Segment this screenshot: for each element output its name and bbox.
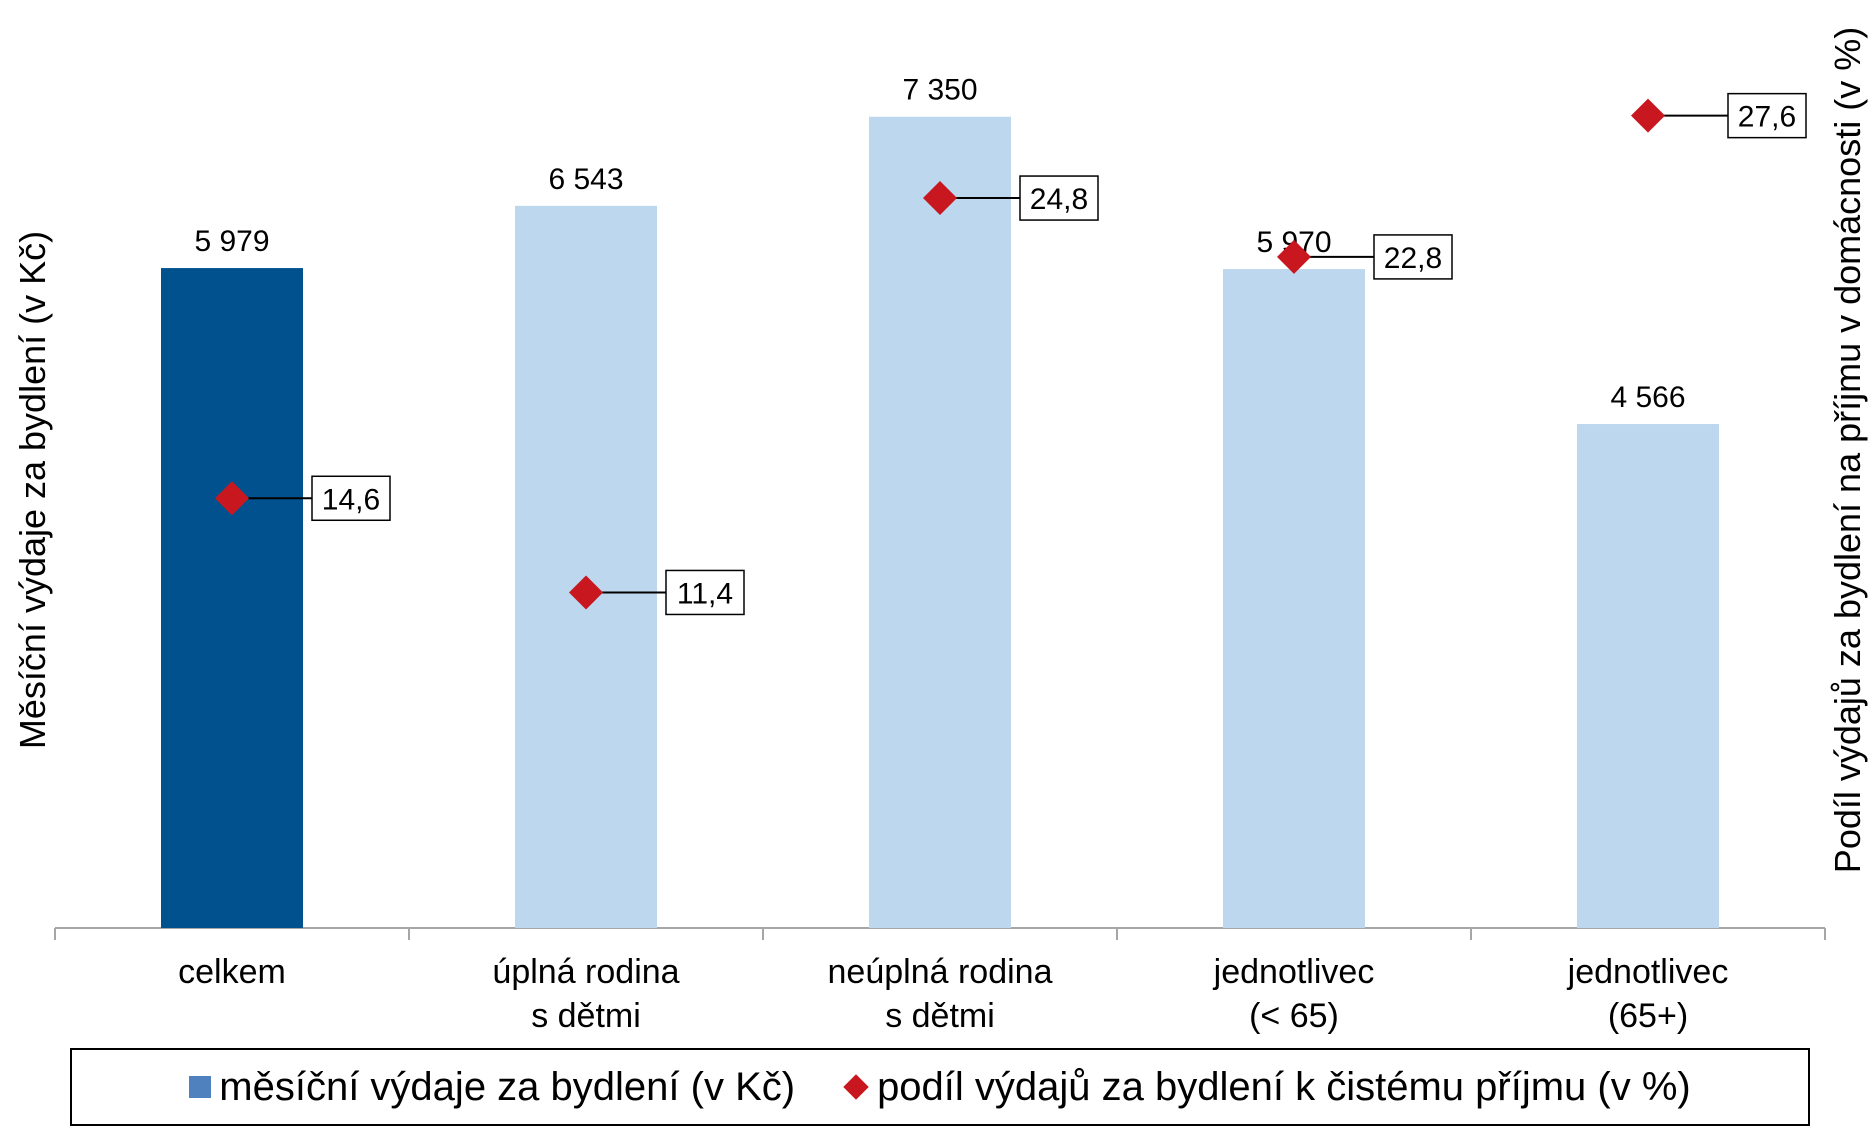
x-tick-label: (< 65): [1249, 997, 1339, 1035]
diamond-marker: [1631, 98, 1665, 133]
marker-data-label: 14,6: [322, 483, 380, 516]
diamond-marker: [215, 481, 249, 516]
marker-label-box: [1019, 175, 1099, 221]
bar-series: [161, 116, 1719, 928]
legend-bar-swatch: [189, 1076, 212, 1098]
bar: [869, 116, 1011, 928]
diamond-marker: [1277, 239, 1311, 274]
x-tick-label: jednotlivec: [1567, 953, 1729, 991]
legend-bar-label: měsíční výdaje za bydlení (v Kč): [219, 1064, 796, 1109]
legend-item-bar[interactable]: měsíční výdaje za bydlení (v Kč): [189, 1065, 795, 1110]
x-tick-label: jednotlivec: [1213, 953, 1375, 991]
marker-series: 14,6 11,4 24,8 22,8 27,6: [215, 92, 1807, 616]
x-tick-label: (65+): [1608, 997, 1688, 1035]
x-tick-label: s dětmi: [531, 997, 641, 1035]
legend: měsíční výdaje za bydlení (v Kč) podíl v…: [70, 1048, 1810, 1126]
x-tick-label: neúplná rodina: [828, 953, 1053, 991]
x-tick-labels: celkem úplná rodina s dětmi neúplná rodina s…: [178, 953, 1728, 1035]
bar-data-label: 5 979: [194, 225, 269, 258]
x-tick-label: celkem: [178, 953, 286, 991]
bar-data-label: 6 543: [548, 163, 623, 196]
y2-axis-label: Podíl výdajů za bydlení na příjmu v domá…: [1827, 27, 1868, 873]
diamond-marker: [569, 575, 603, 610]
bar-data-label: 7 350: [902, 74, 977, 107]
marker-data-label: 24,8: [1030, 183, 1088, 216]
x-tick-label: úplná rodina: [492, 953, 679, 991]
diamond-marker: [923, 181, 957, 216]
y-axis-label: Měsíční výdaje za bydlení (v Kč): [12, 231, 53, 749]
bar: [1223, 269, 1365, 928]
bar: [1577, 424, 1719, 928]
marker-label-box: [311, 475, 391, 522]
legend-diamond-swatch: [843, 1074, 869, 1100]
bar: [161, 268, 303, 928]
x-axis: [54, 927, 1826, 940]
marker-data-label: 27,6: [1738, 101, 1796, 134]
marker-data-label: 22,8: [1384, 242, 1442, 275]
marker-label-box: [1727, 92, 1807, 139]
x-tick-label: s dětmi: [885, 997, 995, 1035]
marker-label-box: [1373, 234, 1453, 280]
bar-data-label: 4 566: [1610, 381, 1685, 414]
legend-item-marker[interactable]: podíl výdajů za bydlení k čistému příjmu…: [843, 1065, 1691, 1110]
marker-data-label: 11,4: [677, 577, 733, 610]
marker-label-box: [665, 569, 745, 616]
legend-marker-label: podíl výdajů za bydlení k čistému příjmu…: [877, 1064, 1691, 1109]
bar: [515, 205, 657, 928]
